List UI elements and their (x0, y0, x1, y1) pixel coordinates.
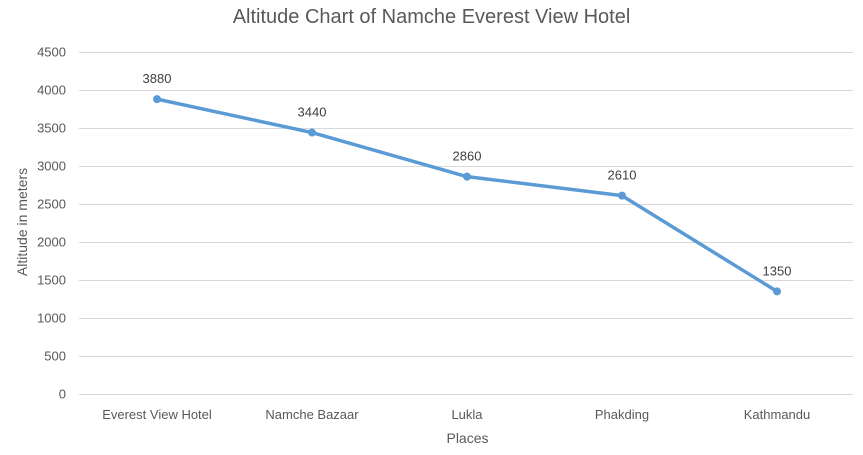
y-tick-label: 500 (44, 349, 66, 364)
x-axis-ticks: Everest View Hotel Namche Bazaar Lukla Phak… (102, 407, 810, 422)
x-tick-label: Kathmandu (744, 407, 811, 422)
x-tick-label: Phakding (595, 407, 649, 422)
chart-title: Altitude Chart of Namche Everest View Ho… (232, 6, 631, 28)
x-tick-label: Everest View Hotel (102, 407, 212, 422)
data-point (463, 172, 471, 181)
series-line-group (153, 95, 781, 296)
y-axis-ticks: 0 500 1000 1500 2000 2500 3000 3500 4000 4500 (37, 45, 66, 402)
x-axis-label: Places (446, 430, 489, 446)
series-line (155, 97, 779, 294)
data-label: 3440 (298, 105, 327, 120)
y-tick-label: 3500 (37, 121, 66, 136)
y-tick-label: 4000 (37, 83, 66, 98)
data-point (308, 128, 316, 137)
data-label: 1350 (763, 263, 792, 278)
gridlines (79, 52, 853, 395)
y-tick-label: 1000 (37, 311, 66, 326)
data-point (773, 287, 781, 296)
data-label: 2610 (608, 168, 637, 183)
data-point (153, 95, 161, 104)
y-tick-label: 0 (59, 387, 66, 402)
data-label: 3880 (143, 71, 172, 86)
y-tick-label: 2000 (37, 235, 66, 250)
y-tick-label: 2500 (37, 197, 66, 212)
data-labels: 3880 3440 2860 2610 1350 (143, 71, 792, 278)
x-tick-label: Lukla (451, 407, 483, 422)
x-tick-label: Namche Bazaar (265, 407, 359, 422)
data-label: 2860 (453, 149, 482, 164)
data-point (618, 191, 626, 200)
y-tick-label: 4500 (37, 45, 66, 60)
y-tick-label: 3000 (37, 159, 66, 174)
y-tick-label: 1500 (37, 273, 66, 288)
